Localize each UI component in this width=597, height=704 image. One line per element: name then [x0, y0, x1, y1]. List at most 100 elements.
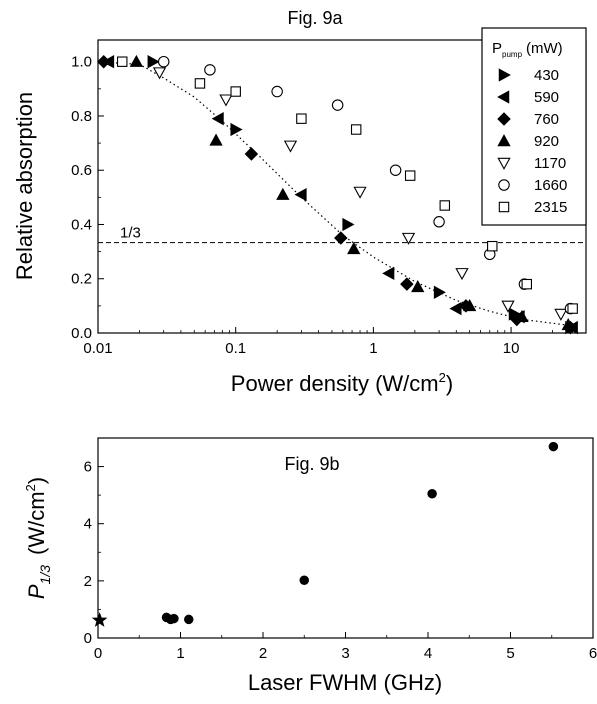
data-point-760-mw [400, 277, 414, 291]
legend-label-920: 920 [534, 133, 559, 150]
x-axis-label-9a-sup: 2 [439, 370, 446, 385]
x-tick-label-9a: 1 [369, 340, 377, 357]
panel-9b: Fig. 9b 0 1 2 3 4 5 6 0 2 4 6 Laser FWHM (GHz) P1/… [23, 437, 597, 695]
legend-marker-2315 [498, 201, 510, 213]
data-point-1170-mw [401, 232, 416, 245]
data-point-2315-mw [487, 240, 498, 252]
data-point-760-mw [244, 147, 259, 161]
data-point-2315-mw [117, 56, 128, 67]
legend-title-sub: pump [502, 50, 523, 59]
legend-marker-430 [498, 68, 511, 82]
data-point-9b-circle [169, 613, 179, 624]
data-point-2315-mw [194, 78, 206, 89]
data-point-1170-mw [283, 140, 298, 153]
legend-items: 430 590 760 920 1170 1660 2315 [497, 67, 567, 216]
data-point-430-mw [433, 285, 446, 299]
legend-marker-590 [497, 90, 510, 104]
y-tick-label-9b: 6 [84, 459, 92, 476]
data-point-760-mw [96, 54, 111, 69]
data-point-430-mw [230, 122, 243, 137]
y-axis-label-9a: Relative absorption [12, 92, 37, 280]
data-point-2315-mw [404, 170, 416, 181]
data-point-590-mw [382, 266, 395, 280]
y-tick-label-9a: 0.6 [71, 162, 92, 179]
x-axis-label-9b: Laser FWHM (GHz) [248, 670, 442, 695]
y-tick-label-9a: 0.4 [71, 216, 92, 233]
data-point-590-mw [211, 112, 224, 126]
x-tick-label-9b: 4 [424, 645, 432, 662]
chart-title-9b: Fig. 9b [284, 454, 339, 474]
legend-title: Ppump (mW) [492, 40, 563, 59]
legend: Ppump (mW) 430 590 760 920 1170 1660 2315 [481, 27, 587, 226]
legend-marker-1170 [497, 157, 511, 170]
data-markers-9a [96, 54, 578, 335]
data-point-1660-mw [433, 216, 445, 228]
legend-label-590: 590 [534, 89, 559, 106]
fit-curve-9a [97, 61, 566, 326]
data-point-2315-mw [296, 113, 307, 124]
data-point-920-mw [462, 299, 477, 312]
x-tick-label-9b: 0 [94, 645, 102, 662]
data-point-1170-mw [152, 67, 167, 80]
data-point-9b-circle [427, 488, 437, 499]
reference-line-label: 1/3 [120, 225, 141, 242]
data-point-1660-mw [157, 55, 170, 68]
data-point-9b-star [91, 612, 108, 627]
axis-ticks-9a: 0.01 0.1 1 10 0.0 0.2 0.4 0.6 0.8 1.0 [71, 54, 578, 357]
data-point-430-mw [147, 55, 160, 69]
legend-marker-1660 [498, 179, 510, 191]
data-point-1660-mw [389, 164, 402, 176]
x-tick-label-9a: 10 [503, 340, 520, 357]
legend-label-1660: 1660 [534, 177, 567, 194]
axis-ticks-9b: 0 1 2 3 4 5 6 0 2 4 6 [84, 459, 597, 662]
data-point-920-mw [411, 280, 425, 293]
data-point-1660-mw [331, 99, 344, 111]
data-point-590-mw [449, 301, 462, 316]
data-point-9b-circle [548, 441, 559, 452]
y-axis-label-9b-sub: 1/3 [37, 565, 53, 585]
x-axis-label-9a: Power density (W/cm2) [231, 370, 453, 396]
y-tick-label-9b: 0 [84, 630, 92, 647]
data-point-2315-mw [439, 200, 451, 211]
x-tick-label-9a: 0.01 [83, 340, 112, 357]
data-point-1170-mw [455, 268, 469, 281]
data-point-430-mw [342, 217, 355, 232]
data-point-590-mw [294, 187, 307, 202]
data-point-920-mw [209, 133, 223, 146]
data-point-1170-mw [554, 308, 568, 321]
legend-title-main: P [492, 40, 502, 57]
x-axis-label-9a-main: Power density (W/cm [231, 371, 439, 396]
data-point-920-mw [347, 242, 361, 255]
legend-title-unit: (mW) [526, 40, 563, 57]
x-tick-label-9b: 2 [259, 645, 267, 662]
panel-9a: Fig. 9a 0.01 0.1 1 10 0.0 0.2 0.4 0.6 0.8 1.0 1/3… [12, 8, 587, 396]
x-tick-label-9b: 3 [341, 645, 349, 662]
y-tick-label-9b: 2 [84, 573, 92, 590]
data-point-2315-mw [350, 124, 362, 135]
data-point-1660-mw [204, 64, 216, 76]
data-markers-9b [91, 441, 559, 627]
y-axis-label-9b-main: P [24, 584, 49, 599]
data-point-2315-mw [521, 278, 533, 290]
y-tick-label-9a: 0.8 [71, 108, 92, 125]
legend-marker-920 [497, 134, 511, 147]
data-point-1660-mw [271, 85, 283, 98]
data-point-9b-circle [299, 575, 309, 586]
data-point-760-mw [334, 231, 348, 245]
data-point-1170-mw [219, 94, 233, 107]
x-tick-label-9a: 0.1 [225, 340, 246, 357]
plot-frame-9b [97, 437, 594, 639]
y-axis-label-9b-sup: 2 [23, 484, 38, 491]
data-point-920-mw [276, 187, 290, 200]
data-point-9b-circle [184, 614, 194, 625]
legend-label-2315: 2315 [534, 199, 567, 216]
data-point-920-mw [129, 54, 144, 67]
x-tick-label-9b: 6 [589, 645, 597, 662]
data-point-920-mw [515, 309, 529, 322]
legend-label-430: 430 [534, 67, 559, 84]
data-point-1170-mw [501, 300, 515, 313]
data-point-2315-mw [230, 86, 241, 97]
data-point-1170-mw [353, 186, 367, 199]
legend-frame [481, 27, 587, 226]
